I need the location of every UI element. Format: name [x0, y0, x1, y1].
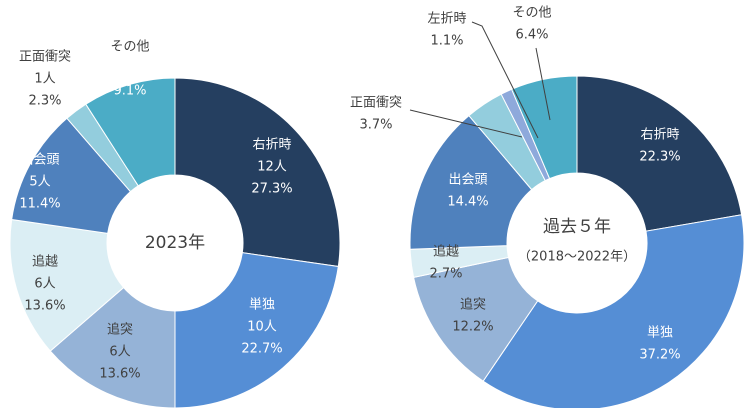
category-label: 単独	[249, 297, 275, 313]
value-label: 6人	[34, 277, 55, 292]
category-label: 出会頭	[448, 173, 487, 188]
center-label: 2023年	[145, 233, 205, 253]
category-label: 追突	[460, 297, 486, 313]
value-label: 5人	[29, 175, 50, 190]
percentage-label: 13.6%	[24, 299, 65, 314]
category-label: 出会頭	[20, 153, 59, 168]
category-label: その他	[512, 6, 551, 21]
donut-slice	[49, 286, 176, 408]
value-label: 12人	[257, 160, 287, 175]
leader-lines	[409, 21, 551, 139]
percentage-label: 27.3%	[251, 182, 292, 197]
donut-slice	[576, 75, 743, 232]
value-label: 1.1%	[430, 34, 463, 49]
category-label: 左折時	[427, 12, 466, 27]
center-sublabel: （2018～2022年）	[518, 250, 636, 265]
category-label: 正面衝突	[350, 95, 402, 111]
category-label: その他	[110, 40, 149, 55]
percentage-label: 13.6%	[99, 367, 140, 382]
category-label: 単独	[647, 325, 673, 341]
donut-slice	[510, 75, 578, 180]
donut-slice	[85, 77, 176, 187]
percentage-label: 9.1%	[113, 84, 146, 99]
leader-line	[409, 109, 523, 138]
value-label: 6.4%	[515, 28, 548, 43]
value-label: 6人	[109, 345, 130, 360]
value-label: 14.4%	[447, 195, 488, 210]
donut-slice	[409, 114, 533, 250]
value-label: 12.2%	[452, 320, 493, 335]
value-label: 22.3%	[639, 150, 680, 165]
center-label: 過去５年	[543, 217, 611, 237]
value-label: 2.7%	[429, 267, 462, 282]
value-label: 37.2%	[639, 348, 680, 363]
category-label: 追突	[107, 322, 133, 338]
donut-slice	[482, 214, 745, 408]
value-label: 4人	[119, 62, 140, 77]
category-label: 右折時	[640, 128, 679, 143]
category-label: 追越	[433, 244, 459, 260]
percentage-label: 22.7%	[241, 342, 282, 357]
category-label: 追越	[32, 254, 58, 270]
leader-line	[535, 47, 551, 121]
category-label: 正面衝突	[19, 49, 71, 65]
leader-line	[471, 21, 539, 139]
value-label: 10人	[247, 320, 277, 335]
percentage-label: 11.4%	[19, 197, 60, 212]
category-label: 右折時	[252, 138, 291, 153]
value-label: 1人	[34, 72, 55, 87]
value-label: 3.7%	[359, 118, 392, 133]
donut-slice	[174, 252, 339, 408]
donut-slice	[9, 218, 125, 352]
percentage-label: 2.3%	[28, 94, 61, 109]
donut-slice	[174, 77, 341, 268]
